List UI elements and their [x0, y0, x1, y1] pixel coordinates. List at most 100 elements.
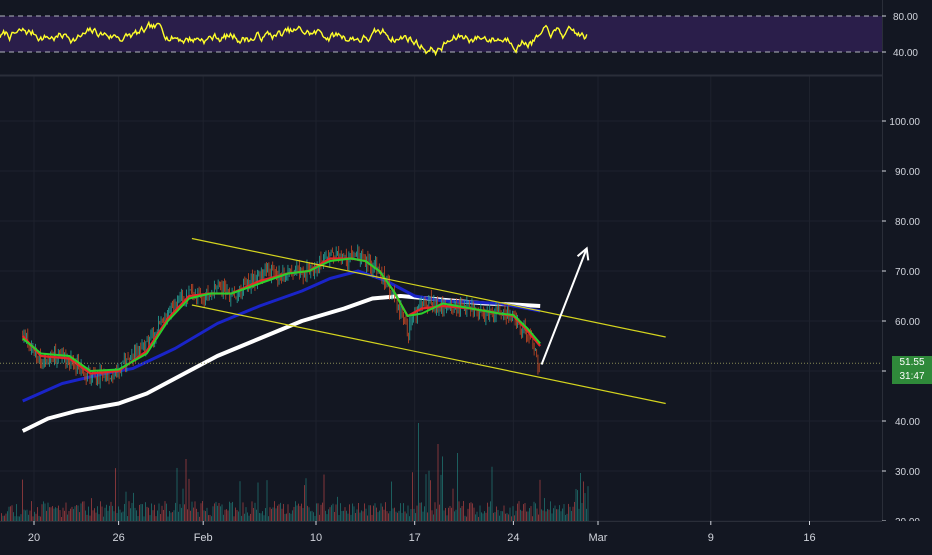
- channel-lower-line[interactable]: [191, 304, 666, 405]
- volume-bar: [565, 514, 566, 521]
- volume-bar: [457, 453, 458, 521]
- volume-bar: [499, 515, 500, 521]
- volume-bar: [512, 506, 514, 521]
- volume-bar: [238, 511, 239, 521]
- volume-bar: [236, 510, 238, 521]
- volume-bar: [62, 507, 64, 521]
- volume-bar: [587, 486, 589, 521]
- time-axis[interactable]: 20 26 Feb 10 17 24 Mar 9 16: [0, 521, 882, 550]
- volume-bar: [509, 507, 511, 521]
- volume-bar: [559, 505, 560, 521]
- volume-bar: [202, 501, 203, 521]
- volume-bar: [352, 503, 353, 521]
- volume-bar: [337, 496, 338, 521]
- volume-bar: [575, 488, 577, 521]
- volume-bar: [179, 504, 181, 521]
- volume-bar: [97, 506, 98, 521]
- volume-bar: [262, 511, 263, 521]
- volume-bar: [161, 505, 163, 521]
- volume-bar: [574, 501, 575, 521]
- volume-bar: [107, 510, 109, 521]
- volume-bar: [427, 512, 428, 521]
- volume-bar: [502, 511, 503, 521]
- volume-bar: [5, 513, 7, 521]
- volume-bar: [424, 506, 425, 521]
- volume-bar: [349, 504, 350, 521]
- volume-bar: [551, 513, 553, 521]
- volume-bar: [154, 504, 155, 521]
- volume-bar: [164, 501, 166, 521]
- volume-bar: [344, 507, 346, 521]
- volume-bar: [25, 510, 26, 521]
- volume-bar: [35, 513, 37, 521]
- volume-bar: [544, 498, 545, 521]
- sma-100-line: [22, 269, 541, 403]
- volume-bar: [53, 508, 55, 521]
- volume-bar: [65, 502, 67, 521]
- volume-bar: [497, 509, 499, 521]
- volume-bar: [223, 514, 224, 521]
- volume-bar: [460, 507, 461, 521]
- volume-bar: [20, 514, 22, 521]
- volume-bar: [545, 511, 547, 521]
- volume-bar: [175, 502, 176, 521]
- volume-bar: [85, 510, 86, 521]
- volume-bar: [49, 507, 50, 521]
- volume-bar: [47, 502, 49, 521]
- last-price-label: 51.55: [892, 356, 932, 371]
- volume-bar: [407, 505, 409, 521]
- volume-bar: [361, 510, 362, 521]
- volume-bar: [158, 503, 160, 521]
- volume-bar: [155, 516, 157, 521]
- volume-bar: [325, 510, 326, 521]
- time-axis-tick-label: 26: [112, 532, 124, 544]
- volume-bar: [4, 515, 5, 521]
- volume-bar: [130, 508, 131, 521]
- time-axis-tick-label: 10: [310, 532, 322, 544]
- volume-bar: [295, 501, 296, 521]
- volume-bar: [389, 511, 391, 521]
- volume-bar: [263, 515, 265, 521]
- volume-bar: [338, 515, 340, 521]
- volume-bar: [271, 508, 272, 521]
- volume-bar: [581, 502, 583, 521]
- volume-bar: [520, 509, 521, 521]
- volume-bar: [133, 492, 134, 521]
- volume-bar: [386, 511, 388, 521]
- volume-bar: [379, 510, 380, 521]
- volume-bar: [251, 501, 253, 521]
- volume-bar: [362, 511, 364, 521]
- volume-bar: [176, 467, 178, 521]
- volume-bar: [289, 512, 290, 521]
- volume-bar: [583, 481, 584, 521]
- volume-bar: [454, 511, 455, 521]
- volume-bar: [254, 502, 256, 521]
- volume-bar: [550, 501, 551, 521]
- volume-bar: [538, 514, 539, 521]
- channel-upper-line[interactable]: [191, 237, 666, 338]
- volume-bar: [44, 503, 46, 521]
- volume-bar: [268, 516, 269, 521]
- volume-bar: [395, 511, 397, 521]
- volume-bar: [346, 510, 347, 521]
- volume-bar: [199, 516, 200, 521]
- volume-bar: [190, 510, 191, 521]
- volume-bar: [341, 511, 343, 521]
- volume-bar: [94, 508, 95, 521]
- volume-bar: [479, 505, 481, 521]
- volume-bar: [46, 510, 47, 521]
- volume-bar: [244, 513, 245, 521]
- volume-bar: [2, 515, 4, 521]
- volume-bar: [26, 509, 28, 521]
- volume-bar: [272, 507, 274, 521]
- volume-bar: [448, 507, 449, 521]
- forecast-arrow[interactable]: [540, 246, 590, 365]
- volume-bar: [371, 514, 373, 521]
- price-axis[interactable]: 80.0040.00100.0090.0080.0070.0060.0050.0…: [882, 0, 932, 550]
- volume-bar: [370, 505, 371, 521]
- volume-bar: [58, 505, 59, 521]
- volume-bar: [104, 507, 106, 521]
